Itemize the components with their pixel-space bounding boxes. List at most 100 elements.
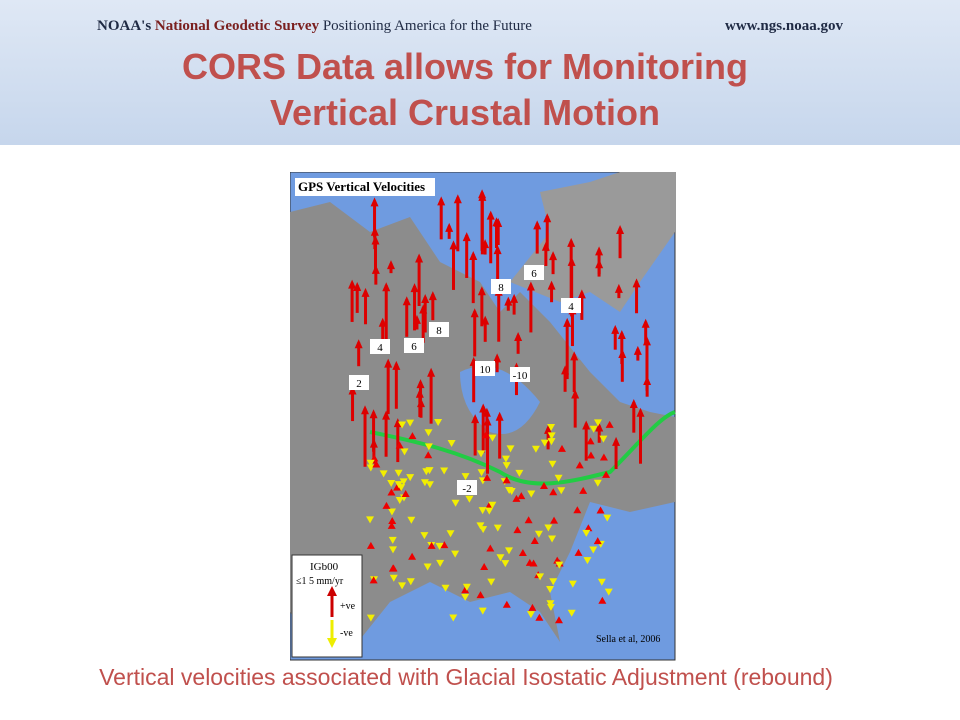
subsidence-marker: [488, 501, 497, 509]
legend-up: +ve: [340, 601, 356, 612]
contour-label: 6: [411, 341, 417, 353]
uplift-marker: [525, 558, 534, 566]
uplift-head: [479, 403, 488, 413]
subsidence-marker: [462, 583, 471, 591]
contour-label: 4: [377, 342, 383, 354]
uplift-marker: [512, 494, 521, 502]
uplift-head: [618, 349, 627, 359]
map-title-box: [295, 178, 435, 196]
subsidence-marker: [540, 439, 549, 447]
uplift-head: [348, 279, 357, 289]
uplift-marker: [395, 441, 404, 449]
subsidence-marker: [406, 474, 415, 482]
uplift-marker: [575, 461, 584, 469]
subsidence-marker: [379, 470, 388, 478]
uplift-head: [427, 367, 436, 377]
subsidence-marker: [425, 481, 434, 489]
uplift-head: [478, 189, 487, 199]
subsidence-marker: [597, 578, 606, 586]
contour-label: 6: [531, 268, 537, 280]
subsidence-marker: [568, 580, 577, 588]
contour-label-box: [349, 375, 369, 390]
uplift-head: [371, 264, 380, 274]
subsidence-marker: [506, 445, 515, 453]
subsidence-marker: [366, 614, 375, 622]
subsidence-marker: [599, 435, 608, 443]
contour-label-box: [457, 480, 477, 495]
uplift-head: [402, 296, 411, 306]
subsidence-marker: [387, 508, 396, 516]
subsidence-marker: [398, 421, 407, 429]
legend-down-head: [327, 638, 337, 648]
uplift-head: [526, 281, 535, 291]
subsidence-marker: [394, 469, 403, 477]
uplift-head: [493, 245, 502, 255]
contour-label: -10: [513, 370, 528, 382]
subsidence-marker: [366, 516, 375, 524]
map-title: GPS Vertical Velocities: [298, 179, 425, 194]
uplift-marker: [518, 548, 527, 556]
subsidence-marker: [461, 473, 470, 481]
subsidence-marker: [504, 547, 513, 555]
uplift-head: [641, 318, 650, 328]
uplift-marker: [550, 516, 559, 524]
subsidence-marker: [394, 481, 403, 489]
contour-label-box: [491, 279, 511, 294]
subsidence-marker: [515, 469, 524, 477]
contour-label: 4: [568, 301, 574, 313]
map: GPS Vertical Velocities 8 6 4 8 6 4 2 10 -10 -2 I…: [290, 172, 676, 661]
uplift-head: [437, 196, 446, 206]
uplift-head: [370, 226, 379, 236]
uplift-head: [471, 414, 480, 424]
subsidence-marker: [536, 573, 545, 581]
uplift-head: [453, 194, 462, 204]
subsidence-marker: [406, 419, 415, 427]
legend-frame: IGb00: [310, 561, 339, 573]
uplift-head: [415, 388, 424, 398]
subsidence-marker: [441, 584, 450, 592]
uplift-head: [616, 224, 625, 234]
contour-label: 2: [356, 378, 362, 390]
subsidence-marker: [424, 443, 433, 451]
uplift-marker: [424, 451, 433, 459]
uplift-marker: [535, 613, 544, 621]
url: www.ngs.noaa.gov: [725, 18, 843, 34]
uplift-marker: [502, 600, 511, 608]
uplift-marker: [599, 453, 608, 461]
subsidence-marker: [593, 479, 602, 487]
subsidence-marker: [446, 530, 455, 538]
uplift-marker: [596, 506, 605, 514]
subsidence-marker: [547, 432, 556, 440]
subsidence-marker: [547, 423, 556, 431]
subsidence-marker: [389, 546, 398, 554]
subsidence-marker: [527, 490, 536, 498]
subsidence-marker: [395, 497, 404, 505]
uplift-head: [384, 358, 393, 368]
program: National Geodetic Survey: [154, 18, 320, 34]
uplift-head: [392, 360, 401, 370]
uplift-head: [595, 246, 604, 256]
subsidence-marker: [451, 550, 460, 558]
contour-label-box: [429, 322, 449, 337]
uplift-marker: [408, 552, 417, 560]
uplift-head: [410, 283, 419, 293]
subsidence-marker: [485, 507, 494, 515]
uplift-marker: [388, 516, 397, 524]
subsidence-marker: [476, 522, 485, 530]
uplift-marker: [574, 548, 583, 556]
contour-label: 8: [498, 282, 504, 294]
contour-label-box: [524, 265, 544, 280]
uplift-marker: [440, 541, 449, 549]
uplift-marker: [387, 488, 396, 496]
uplift-head: [493, 353, 502, 363]
uplift-head: [416, 379, 425, 389]
uplift-head: [492, 217, 501, 227]
uplift-head: [614, 283, 623, 293]
uplift-head: [449, 240, 458, 250]
uplift-head: [462, 232, 471, 242]
velocity-markers: [348, 189, 652, 624]
subsidence-marker: [465, 495, 474, 503]
subsidence-marker: [478, 607, 487, 615]
subsidence-marker: [447, 439, 456, 447]
subsidence-marker: [603, 514, 612, 522]
